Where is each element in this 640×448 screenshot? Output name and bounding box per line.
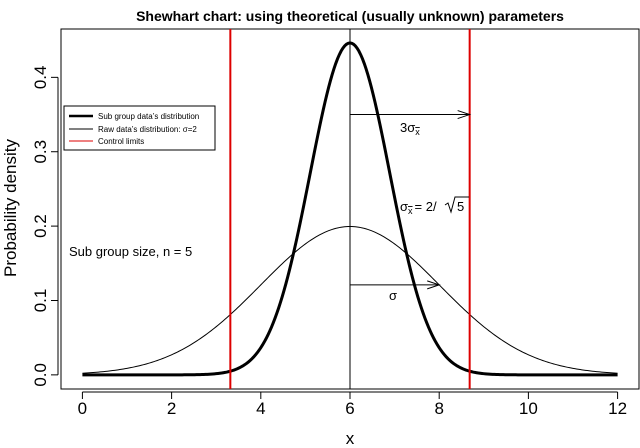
three-sigma-prefix: 3 xyxy=(400,120,407,135)
sigma-symbol: σ xyxy=(407,120,415,135)
x-tick-label: 6 xyxy=(345,399,354,418)
chart-title: Shewhart chart: using theoretical (usual… xyxy=(136,8,564,24)
sigma-symbol: σ xyxy=(400,199,408,214)
x-axis-label: x xyxy=(346,429,355,448)
x-tick-label: 10 xyxy=(519,399,538,418)
legend-label-control-limits: Control limits xyxy=(98,137,144,146)
sigma-raw-arrow xyxy=(350,280,441,290)
sigma-xbar-formula: σx = 2/ xyxy=(400,199,437,216)
three-sigma-xbar-arrow xyxy=(350,110,472,120)
subgroup-size-annotation: Sub group size, n = 5 xyxy=(69,244,192,259)
y-tick-label: 0.0 xyxy=(31,363,50,387)
y-tick-label: 0.2 xyxy=(31,214,50,238)
legend-label-subgroup: Sub group data’s distribution xyxy=(98,112,199,121)
y-axis: 0.0 0.1 0.2 0.3 0.4 xyxy=(31,66,59,387)
sqrt-sign xyxy=(444,196,469,214)
y-tick-label: 0.1 xyxy=(31,289,50,313)
x-axis: 0 2 4 6 8 10 12 xyxy=(78,391,627,418)
three-sigma-xbar-label: 3σx xyxy=(400,120,420,137)
sigma-raw-label: σ xyxy=(389,288,397,303)
sqrt-radicand: 5 xyxy=(457,199,464,214)
y-tick-label: 0.3 xyxy=(31,140,50,164)
control-limits-layer xyxy=(229,29,471,389)
x-tick-label: 2 xyxy=(167,399,176,418)
xbar-subscript: x xyxy=(408,206,413,216)
formula-rhs: = 2/ xyxy=(415,199,437,214)
legend-box xyxy=(63,105,216,151)
arrow-head xyxy=(457,110,472,120)
x-tick-label: 4 xyxy=(256,399,265,418)
xbar-subscript: x xyxy=(415,127,420,137)
x-tick-label: 8 xyxy=(434,399,443,418)
y-axis-label: Probability density xyxy=(1,139,20,277)
y-tick-label: 0.4 xyxy=(31,66,50,90)
legend-label-raw: Raw data’s distribution: σ=2 xyxy=(98,125,197,134)
arrow-head xyxy=(427,280,441,290)
legend: Sub group data’s distribution Raw data’s… xyxy=(63,105,216,151)
x-tick-label: 12 xyxy=(608,399,627,418)
x-tick-label: 0 xyxy=(78,399,87,418)
